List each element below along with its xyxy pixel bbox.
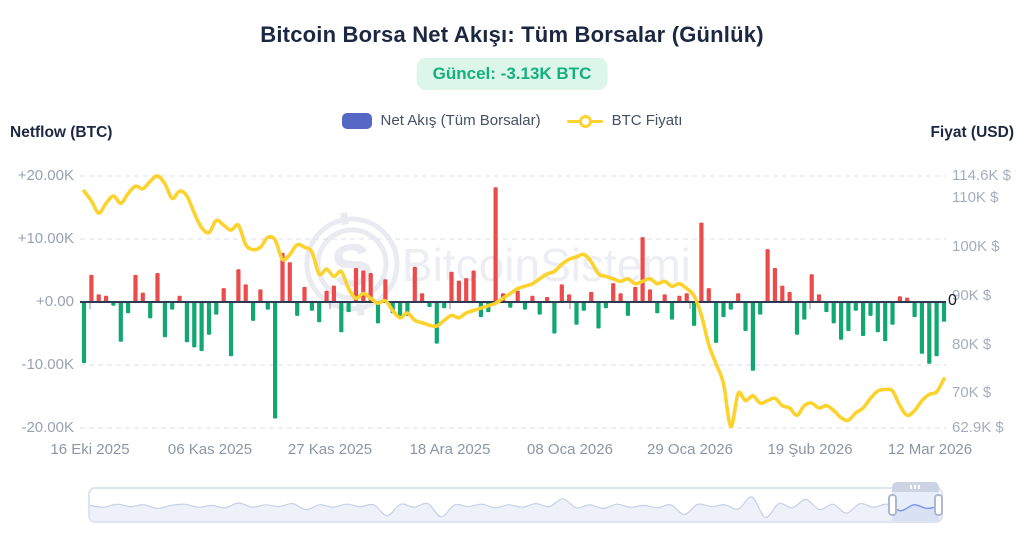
right-axis-tick: 70K $ [952, 384, 992, 401]
x-axis-tick: 06 Kas 2025 [167, 441, 253, 458]
x-axis-tick: 27 Kas 2025 [287, 441, 373, 458]
chart-legend: Net Akış (Tüm Borsalar) BTC Fiyatı [0, 112, 1024, 129]
chart-canvas[interactable]: S BitcoinSistemi [0, 0, 1024, 480]
x-axis-tick: 08 Oca 2026 [527, 441, 613, 458]
left-axis-tick: -10.00K [21, 356, 74, 373]
right-axis-tick: 100K $ [952, 238, 1000, 255]
legend-item-price[interactable]: BTC Fiyatı [566, 112, 683, 129]
left-axis-tick: +0.00 [36, 293, 74, 310]
legend-item-netflow[interactable]: Net Akış (Tüm Borsalar) [341, 112, 541, 129]
x-axis-tick: 29 Oca 2026 [647, 441, 733, 458]
price-legend-marker [566, 114, 603, 128]
navigator-sparkline [90, 496, 941, 521]
zero-value-label: 0 [948, 292, 957, 309]
price-legend-label: BTC Fiyatı [611, 112, 683, 129]
netflow-legend-label: Net Akış (Tüm Borsalar) [380, 112, 541, 129]
navigator-grip-bar[interactable] [891, 482, 940, 492]
navigator-selection[interactable] [891, 489, 940, 521]
right-axis-tick: 90K $ [952, 287, 992, 304]
navigator-handle-right[interactable] [934, 494, 944, 516]
netflow-legend-swatch [341, 112, 372, 129]
x-axis-tick: 12 Mar 2026 [887, 441, 973, 458]
left-axis-tick: +10.00K [17, 230, 74, 247]
current-value-badge: Güncel: -3.13K BTC [416, 58, 608, 90]
left-axis-tick: -20.00K [21, 419, 74, 436]
navigator-handle-left[interactable] [887, 494, 897, 516]
left-axis-title: Netflow (BTC) [10, 124, 113, 141]
page-title: Bitcoin Borsa Net Akışı: Tüm Borsalar (G… [260, 22, 764, 47]
left-axis-tick: +20.00K [17, 167, 74, 184]
right-axis-tick: 80K $ [952, 336, 992, 353]
x-axis-tick: 16 Eki 2025 [50, 441, 130, 458]
right-axis-tick: 114.6K $ [952, 167, 1011, 184]
navigator-track[interactable] [88, 482, 944, 523]
right-axis-tick: 62.9K $ [952, 419, 1004, 436]
right-axis-title: Fiyat (USD) [930, 124, 1014, 141]
svg-text:BitcoinSistemi: BitcoinSistemi [402, 239, 691, 291]
x-axis-tick: 19 Şub 2026 [767, 441, 853, 458]
x-axis-tick: 18 Ara 2025 [409, 441, 491, 458]
right-axis-tick: 110K $ [952, 189, 999, 206]
